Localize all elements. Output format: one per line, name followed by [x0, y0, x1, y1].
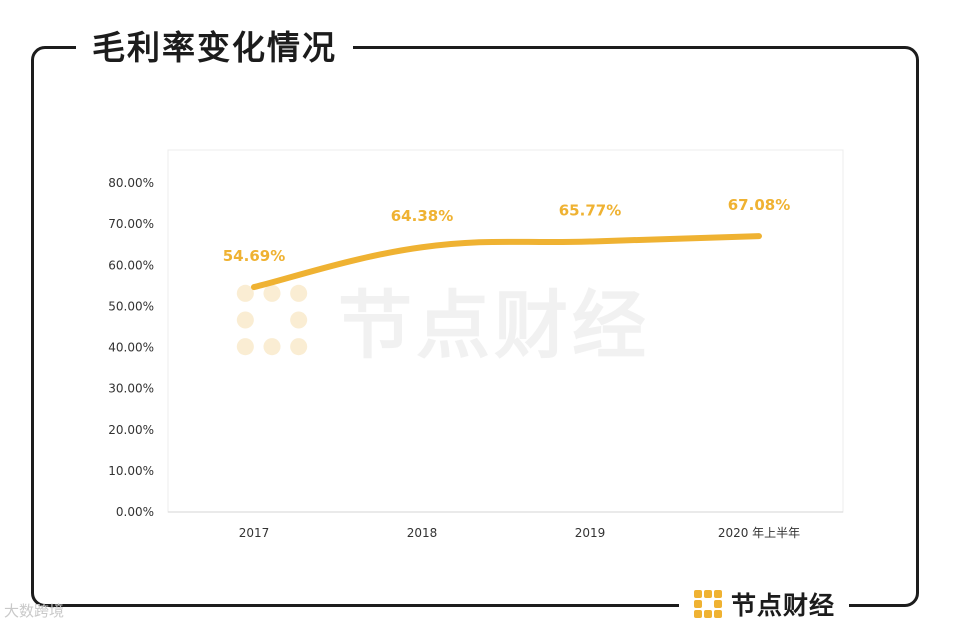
y-tick-label: 40.00% [108, 341, 154, 355]
y-tick-label: 50.00% [108, 299, 154, 313]
x-tick-label: 2020 年上半年 [718, 526, 800, 540]
y-axis: 0.00% 10.00% 20.00% 30.00% 40.00% 50.00% 60.00… [108, 176, 154, 519]
x-tick-label: 2018 [407, 526, 438, 540]
y-tick-label: 60.00% [108, 258, 154, 272]
brand-name: 节点财经 [730, 591, 835, 620]
title-container: 毛利率变化情况 [76, 24, 353, 72]
y-tick-label: 0.00% [116, 505, 154, 519]
y-tick-label: 30.00% [108, 382, 154, 396]
data-labels: 54.69% 64.38% 65.77% 67.08% [223, 196, 790, 265]
chart-frame [31, 46, 919, 607]
y-tick-label: 80.00% [108, 176, 154, 190]
y-tick-label: 20.00% [108, 423, 154, 437]
chart-title: 毛利率变化情况 [92, 28, 337, 67]
x-tick-label: 2019 [575, 526, 606, 540]
data-label: 67.08% [728, 196, 790, 214]
y-tick-label: 10.00% [108, 464, 154, 478]
source-watermark: 大数跨境 [4, 602, 65, 620]
series-line [251, 233, 762, 291]
data-label: 64.38% [391, 207, 453, 225]
x-axis: 2017 2018 2019 2020 年上半年 [239, 526, 800, 540]
x-tick-label: 2017 [239, 526, 270, 540]
brand-footer: 节点财经 [678, 584, 849, 624]
data-label: 54.69% [223, 247, 285, 265]
brand-grid-icon [693, 590, 722, 618]
data-label: 65.77% [559, 202, 621, 220]
y-tick-label: 70.00% [108, 217, 154, 231]
